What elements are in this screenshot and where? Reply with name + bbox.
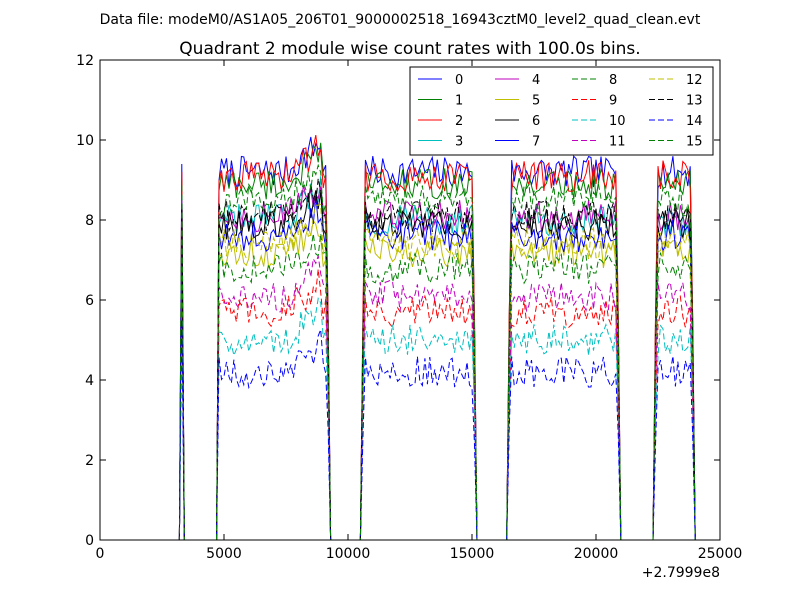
x-tick-label: 10000 — [326, 546, 371, 562]
chart-title: Quadrant 2 module wise count rates with … — [179, 39, 640, 59]
y-tick-label: 12 — [76, 53, 94, 69]
y-tick-label: 4 — [85, 373, 94, 389]
legend-label-4: 4 — [532, 73, 540, 88]
y-tick-label: 6 — [85, 293, 94, 309]
legend-label-6: 6 — [532, 114, 540, 129]
legend-label-3: 3 — [455, 135, 463, 150]
series-line-1 — [176, 142, 696, 540]
y-tick-label: 2 — [85, 453, 94, 469]
legend-label-0: 0 — [455, 73, 463, 88]
x-tick-label: 20000 — [574, 546, 619, 562]
series-layer — [176, 135, 696, 540]
legend-label-12: 12 — [686, 73, 703, 88]
x-tick-label: 25000 — [698, 546, 743, 562]
legend-label-8: 8 — [609, 73, 617, 88]
series-line-8 — [176, 227, 696, 540]
series-line-2 — [176, 135, 696, 540]
series-line-4 — [176, 185, 696, 540]
x-offset-label: +2.7999e8 — [642, 565, 720, 581]
legend-label-2: 2 — [455, 114, 463, 129]
legend-label-10: 10 — [609, 114, 626, 129]
series-line-7 — [176, 196, 696, 540]
x-tick-label: 15000 — [450, 546, 495, 562]
series-line-9 — [176, 267, 696, 540]
legend-label-14: 14 — [686, 114, 703, 129]
series-line-12 — [176, 203, 696, 540]
legend-label-11: 11 — [609, 135, 626, 150]
x-tick-label: 5000 — [206, 546, 242, 562]
series-line-6 — [176, 190, 696, 540]
series-line-15 — [176, 163, 696, 540]
series-line-5 — [176, 219, 696, 540]
series-line-14 — [176, 319, 696, 540]
legend-label-1: 1 — [455, 94, 463, 109]
legend-label-13: 13 — [686, 94, 703, 109]
y-tick-label: 10 — [76, 133, 94, 149]
suptitle: Data file: modeM0/AS1A05_206T01_90000025… — [100, 12, 701, 28]
series-line-13 — [176, 178, 696, 540]
legend-label-9: 9 — [609, 94, 617, 109]
x-tick-label: 0 — [96, 546, 105, 562]
legend-label-7: 7 — [532, 135, 540, 150]
y-tick-label: 8 — [85, 213, 94, 229]
legend-label-15: 15 — [686, 135, 703, 150]
y-tick-label: 0 — [85, 533, 94, 549]
legend-label-5: 5 — [532, 94, 540, 109]
series-line-11 — [176, 255, 696, 540]
